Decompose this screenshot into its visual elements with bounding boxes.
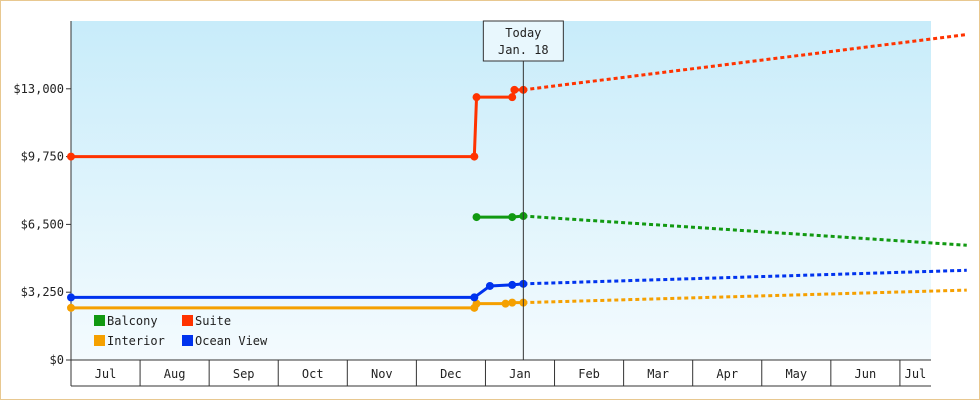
x-tick-label: Jul (905, 367, 927, 381)
y-tick-label: $13,000 (13, 82, 64, 96)
data-point (470, 152, 479, 161)
data-point (472, 299, 481, 308)
legend-swatch-ocean-view (182, 335, 193, 346)
legend-label-balcony: Balcony (107, 314, 158, 328)
x-tick-label: Nov (371, 367, 393, 381)
today-marker: Today Jan. 18 (482, 20, 564, 360)
x-tick-label: Oct (302, 367, 324, 381)
series-line-balcony (476, 214, 524, 219)
x-tick-label: Dec (440, 367, 462, 381)
y-axis: $0 $3,250 $6,500 $9,750 $13,000 (13, 21, 72, 367)
x-tick-label: Feb (578, 367, 600, 381)
x-tick-label: Apr (716, 367, 738, 381)
legend-label-ocean-view: Ocean View (195, 334, 268, 348)
series-suite (67, 33, 967, 161)
legend-label-interior: Interior (107, 334, 165, 348)
data-point (508, 298, 517, 307)
data-point (67, 152, 75, 161)
x-tick-label: Mar (647, 367, 669, 381)
series-interior (67, 288, 967, 312)
x-tick-label: Jan (509, 367, 531, 381)
data-point (472, 93, 481, 102)
series-forecast-ocean-view (523, 268, 967, 286)
legend-swatch-suite (182, 315, 193, 326)
series-ocean-view (67, 268, 967, 302)
x-tick-label: Jun (855, 367, 877, 381)
series-forecast-interior (523, 288, 967, 305)
data-point (472, 213, 481, 222)
series-layer (67, 33, 967, 312)
series-forecast-suite (523, 33, 967, 92)
legend-swatch-interior (94, 335, 105, 346)
x-tick-label: Aug (164, 367, 186, 381)
data-point (485, 281, 494, 290)
x-axis: Jul Aug Sep Oct Nov Dec Jan Feb Mar Apr May Jun Jul (70, 359, 931, 387)
today-date: Jan. 18 (498, 43, 549, 57)
y-tick-label: $0 (50, 353, 64, 367)
today-box (482, 20, 564, 62)
y-tick-label: $3,250 (21, 285, 64, 299)
data-point (470, 293, 479, 302)
today-label: Today (505, 26, 541, 40)
data-point (508, 280, 517, 289)
legend: Balcony Suite Interior Ocean View (94, 314, 268, 348)
data-point (501, 299, 510, 308)
data-point (67, 293, 75, 302)
legend-label-suite: Suite (195, 314, 231, 328)
legend-swatch-balcony (94, 315, 105, 326)
data-point (508, 213, 517, 222)
data-point (510, 85, 519, 94)
y-tick-label: $6,500 (21, 217, 64, 231)
x-tick-label: Sep (233, 367, 255, 381)
x-tick-label: May (785, 367, 807, 381)
data-point (508, 93, 517, 102)
y-tick-label: $9,750 (21, 150, 64, 164)
x-tick-label: Jul (95, 367, 117, 381)
data-point (67, 303, 75, 312)
